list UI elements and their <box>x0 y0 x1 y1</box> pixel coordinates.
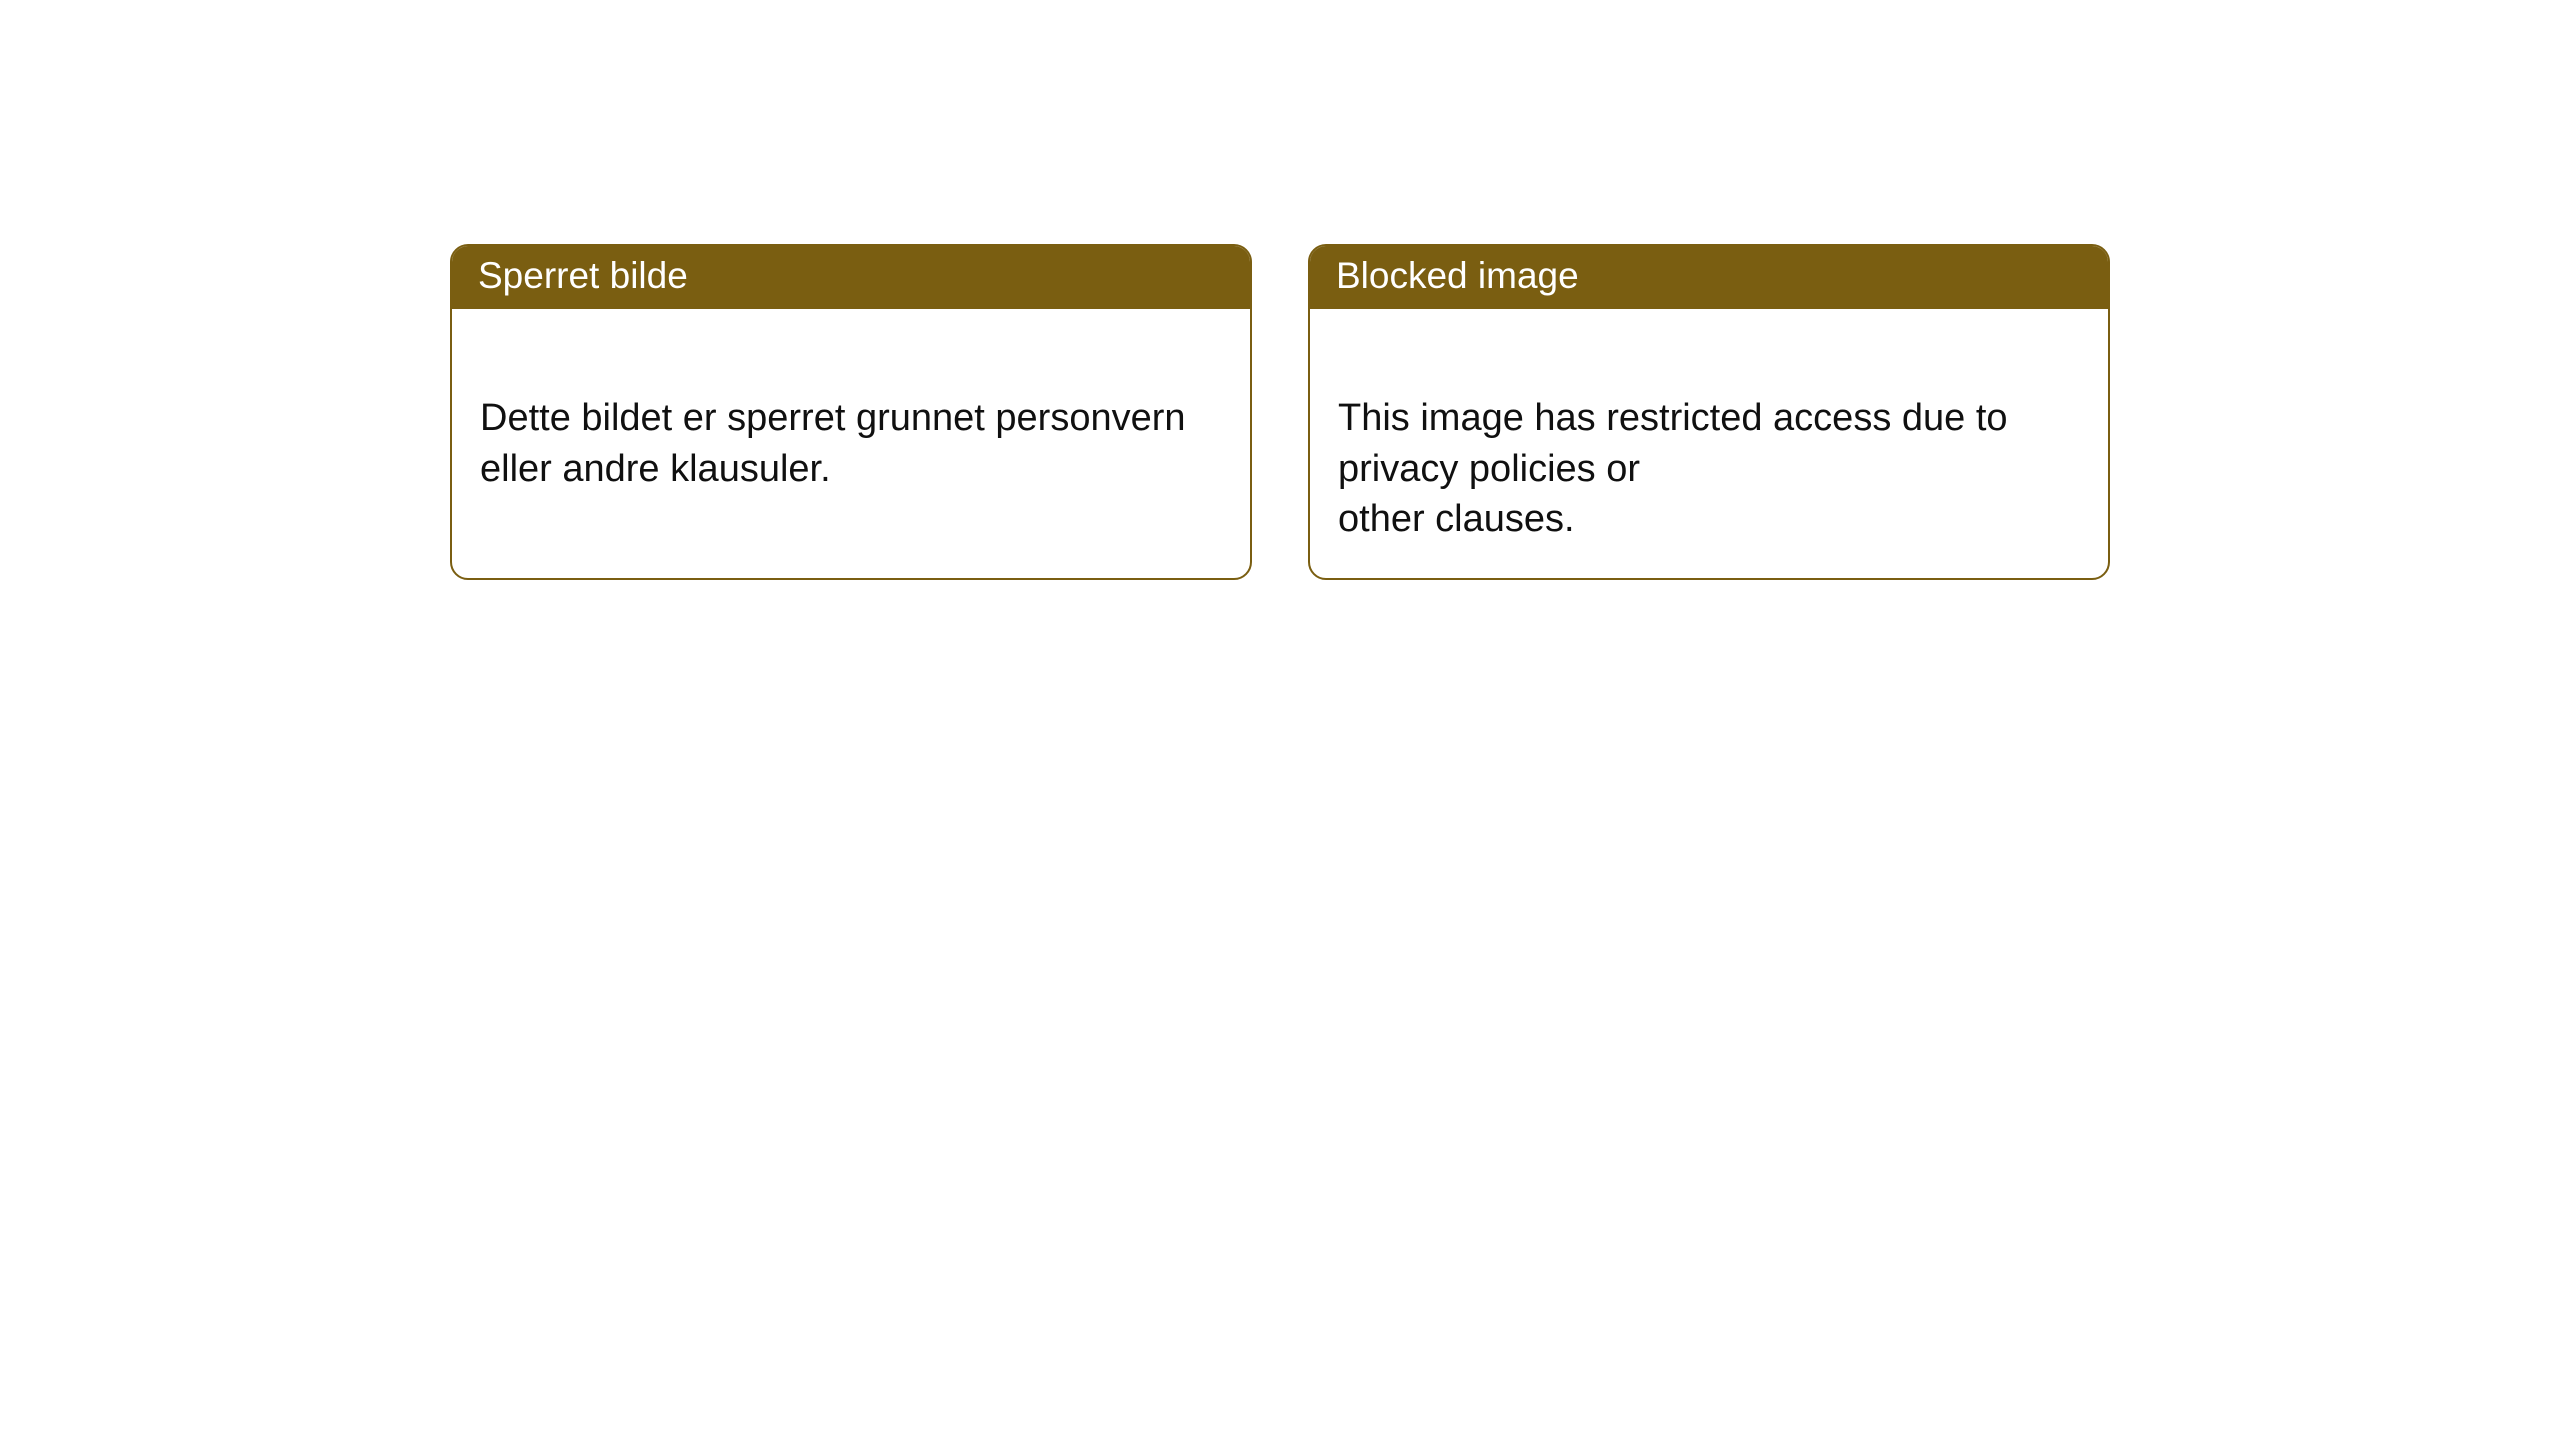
notice-message: Dette bildet er sperret grunnet personve… <box>480 397 1186 490</box>
notice-container: Sperret bilde Dette bildet er sperret gr… <box>0 0 2560 580</box>
notice-card-norwegian: Sperret bilde Dette bildet er sperret gr… <box>450 244 1252 580</box>
notice-title: Blocked image <box>1336 255 1579 296</box>
notice-title: Sperret bilde <box>478 255 688 296</box>
notice-card-english: Blocked image This image has restricted … <box>1308 244 2110 580</box>
notice-message: This image has restricted access due to … <box>1338 397 2008 540</box>
notice-body: Dette bildet er sperret grunnet personve… <box>452 309 1250 529</box>
notice-header: Sperret bilde <box>452 246 1250 309</box>
notice-body: This image has restricted access due to … <box>1310 309 2108 579</box>
notice-header: Blocked image <box>1310 246 2108 309</box>
